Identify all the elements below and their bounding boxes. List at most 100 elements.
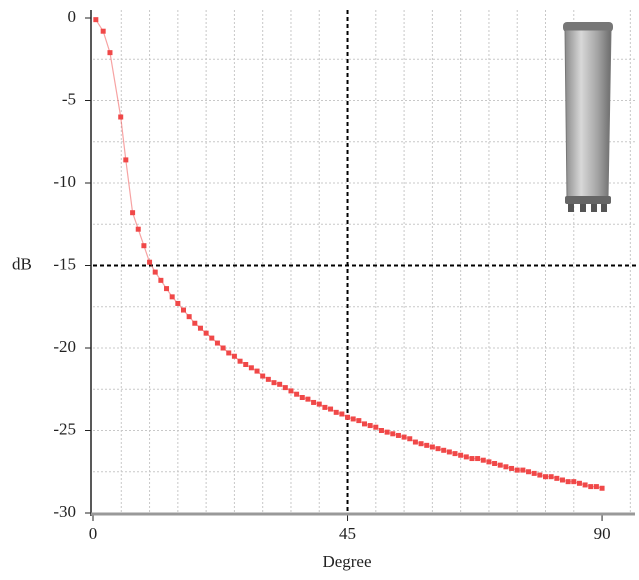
data-point — [282, 385, 288, 391]
data-point — [299, 395, 305, 400]
data-point — [362, 421, 367, 427]
data-point — [559, 477, 565, 483]
data-point — [503, 464, 509, 470]
data-point — [265, 376, 271, 382]
data-point — [395, 432, 401, 438]
data-point — [554, 475, 560, 481]
data-point — [543, 474, 548, 480]
data-point — [576, 480, 582, 486]
data-point — [254, 368, 260, 374]
data-point — [412, 439, 418, 445]
antenna-image — [563, 22, 613, 212]
x-axis-label: Degree — [322, 552, 371, 571]
data-point — [147, 259, 153, 265]
data-point — [260, 373, 266, 379]
y-tick-label: -20 — [53, 337, 76, 356]
data-point — [373, 424, 379, 430]
data-point — [384, 429, 390, 435]
data-point — [548, 474, 554, 480]
data-point — [588, 484, 594, 490]
data-point — [452, 451, 458, 457]
data-point — [322, 404, 328, 410]
data-point — [209, 335, 215, 341]
data-point — [186, 314, 192, 320]
data-point — [226, 350, 232, 356]
data-point — [135, 226, 141, 232]
x-tick-label: 90 — [594, 524, 611, 543]
data-point — [514, 467, 520, 473]
data-point — [203, 330, 209, 336]
data-point — [390, 431, 396, 437]
data-point — [480, 457, 486, 463]
y-tick-label: -30 — [53, 502, 76, 521]
data-point — [492, 461, 498, 466]
y-tick-label: -25 — [53, 419, 76, 438]
data-point — [401, 434, 407, 440]
data-point — [141, 243, 147, 249]
data-point — [526, 469, 532, 475]
data-point — [520, 467, 526, 473]
y-tick-label: 0 — [68, 7, 77, 26]
data-point — [305, 396, 311, 402]
data-point — [475, 456, 481, 462]
data-point — [509, 465, 515, 471]
data-point — [435, 446, 441, 452]
data-point — [458, 452, 464, 458]
data-point — [571, 479, 577, 485]
data-point — [248, 365, 254, 371]
data-point — [214, 340, 220, 346]
data-point — [333, 409, 339, 415]
data-point — [486, 459, 492, 465]
data-point — [107, 50, 113, 56]
data-point — [158, 277, 164, 283]
data-point — [164, 286, 170, 292]
x-tick-label: 45 — [339, 524, 356, 543]
data-point — [192, 320, 198, 326]
y-tick-label: -15 — [53, 254, 76, 273]
data-point — [345, 414, 351, 420]
y-tick-label: -5 — [62, 89, 76, 108]
data-point — [231, 353, 237, 359]
data-point — [152, 269, 158, 275]
data-point — [130, 210, 136, 216]
data-point — [593, 484, 599, 490]
data-point — [175, 300, 181, 306]
data-point — [271, 380, 277, 386]
data-point — [197, 325, 203, 331]
x-tick-label: 0 — [89, 524, 98, 543]
data-point — [339, 411, 345, 417]
y-axis-label: dB — [12, 254, 32, 273]
data-point — [123, 157, 129, 163]
data-point — [294, 391, 300, 397]
data-point — [497, 462, 503, 468]
data-point — [446, 449, 452, 455]
data-point — [118, 114, 124, 120]
data-point — [243, 362, 249, 367]
data-point — [537, 472, 543, 478]
data-point — [531, 470, 537, 476]
data-point — [220, 345, 226, 351]
y-tick-label: -10 — [53, 172, 76, 191]
data-point — [599, 485, 605, 491]
data-point — [463, 454, 469, 460]
data-point — [356, 418, 362, 424]
grid — [93, 10, 636, 513]
data-point — [469, 456, 475, 462]
data-point — [424, 442, 430, 448]
data-point — [311, 399, 317, 405]
data-point — [100, 28, 106, 34]
data-point — [350, 416, 356, 422]
data-point — [367, 423, 373, 429]
data-point — [407, 436, 413, 442]
data-point — [169, 294, 175, 300]
data-point — [181, 307, 186, 313]
data-point — [288, 388, 294, 394]
data-point — [277, 381, 283, 387]
data-point — [316, 401, 322, 407]
data-point — [441, 447, 447, 453]
data-point — [93, 17, 99, 23]
data-point — [418, 441, 424, 447]
data-point — [237, 358, 243, 364]
data-point — [582, 482, 588, 488]
